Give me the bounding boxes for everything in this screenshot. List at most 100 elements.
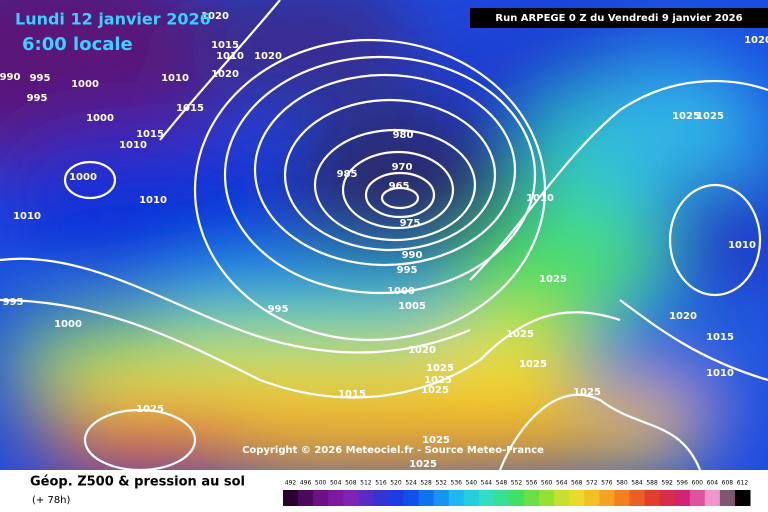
isobar: [223, 55, 537, 295]
colorbar: 492 496 500 504 508 512 516 520 524 528 532 536 540 5…: [283, 480, 751, 506]
isobar-label: 1015: [338, 389, 366, 400]
isobar-label: 1000: [387, 286, 415, 297]
colorbar-swatch: [539, 490, 555, 506]
colorbar-tick-label: 604: [707, 480, 719, 487]
isobar-label: 990: [0, 72, 20, 83]
colorbar-swatch: [463, 490, 480, 506]
isobar-label: 995: [30, 73, 51, 84]
isobar: [253, 73, 517, 267]
colorbar-tick-label: 608: [722, 480, 734, 487]
isobar-label: 1000: [86, 113, 114, 124]
colorbar-tick-label: 556: [526, 480, 538, 487]
isobar-label: 1025: [426, 363, 454, 374]
valid-time: 6:00 locale: [22, 34, 133, 55]
isobar-label: 1015: [706, 332, 734, 343]
colorbar-swatch: [298, 490, 314, 506]
isobar: [469, 79, 768, 281]
isobar-label: 1010: [119, 140, 147, 151]
isobar-label: 1010: [139, 195, 167, 206]
colorbar-tick-label: 592: [661, 480, 673, 487]
isobar: [619, 299, 768, 382]
colorbar-tick-label: 536: [451, 480, 463, 487]
isobar-label: 990: [402, 250, 423, 261]
colorbar-swatch: [524, 490, 540, 506]
isobar-label: 970: [392, 162, 413, 173]
colorbar-swatch: [644, 490, 661, 506]
isobar-label: 965: [389, 181, 410, 192]
colorbar-swatch: [313, 490, 329, 506]
isobar-label: 1010: [13, 211, 41, 222]
isobar: [498, 393, 702, 470]
colorbar-tick-label: 576: [601, 480, 613, 487]
colorbar-swatch: [599, 490, 615, 506]
colorbar-swatch: [403, 490, 420, 506]
colorbar-swatch: [629, 490, 646, 506]
colorbar-swatch: [569, 490, 585, 506]
colorbar-swatch: [328, 490, 344, 506]
copyright: Copyright © 2026 Meteociel.fr - Source M…: [242, 445, 544, 456]
colorbar-tick-label: 596: [676, 480, 688, 487]
colorbar-swatch: [584, 490, 600, 506]
isobar-label: 1025: [421, 385, 449, 396]
colorbar-tick-label: 504: [330, 480, 342, 487]
isobar-label: 1000: [54, 319, 82, 330]
isobar-labels: 1000 995 990 995 1015 1010 1000 1000 1010 1010 101…: [0, 11, 768, 470]
colorbar-tick-label: 600: [692, 480, 704, 487]
isobar-label: 1010: [526, 193, 554, 204]
isobar: [63, 160, 117, 200]
colorbar-tick-label: 588: [646, 480, 658, 487]
colorbar-tick-label: 532: [435, 480, 447, 487]
colorbar-swatch: [388, 490, 405, 506]
colorbar-swatch: [704, 490, 721, 506]
colorbar-tick-label: 580: [616, 480, 628, 487]
colorbar-tick-label: 568: [571, 480, 583, 487]
colorbar-tick-label: 496: [300, 480, 312, 487]
colorbar-tick-label: 516: [375, 480, 387, 487]
isobar: [159, 0, 281, 141]
isobar: [668, 183, 762, 297]
isobar-label: 1020: [254, 51, 282, 62]
isobar-label: 1000: [69, 172, 97, 183]
isobar-label: 1025: [696, 111, 724, 122]
isobar: [341, 150, 455, 230]
colorbar-tick-label: 508: [345, 480, 357, 487]
colorbar-swatch: [418, 490, 435, 506]
colorbar-swatch: [478, 490, 495, 506]
isobar-label: 1020: [669, 311, 697, 322]
colorbar-tick-label: 520: [390, 480, 402, 487]
isobar-label: 1025: [409, 459, 437, 470]
isobar-label: 1020: [744, 35, 768, 46]
isobar-label: 1025: [573, 387, 601, 398]
colorbar-tick-label: 548: [496, 480, 508, 487]
isobar-label: 1010: [728, 240, 756, 251]
colorbar-tick-label: 572: [586, 480, 598, 487]
isobar-label: 1025: [136, 404, 164, 415]
isobar-label: 1000: [71, 79, 99, 90]
colorbar-swatch: [554, 490, 570, 506]
isobar-label: 1010: [161, 73, 189, 84]
colorbar-tick-label: 584: [631, 480, 643, 487]
colorbar-swatch: [734, 490, 751, 506]
isobar: [283, 98, 497, 252]
isobar-label: 1015: [176, 103, 204, 114]
isobar-label: 1025: [539, 274, 567, 285]
colorbar-swatch: [373, 490, 389, 506]
isobar-label: 985: [337, 169, 358, 180]
isobar: [0, 298, 621, 399]
isobar-label: 995: [397, 265, 418, 276]
colorbar-tick-label: 552: [511, 480, 523, 487]
geopotential-field: [0, 0, 768, 470]
run-info: Run ARPEGE 0 Z du Vendredi 9 janvier 202…: [495, 13, 742, 24]
isobar: [313, 128, 477, 242]
colorbar-tick-label: 564: [556, 480, 568, 487]
valid-date: Lundi 12 janvier 2026: [15, 10, 211, 29]
run-banner: [470, 8, 768, 28]
colorbar-tick-label: 492: [285, 480, 297, 487]
isobar-label: 1015: [211, 40, 239, 51]
colorbar-swatch: [493, 490, 510, 506]
colorbar-swatch: [659, 490, 676, 506]
isobar-label: 1020: [211, 69, 239, 80]
isobar: [380, 186, 420, 210]
isobar-label: 1025: [672, 111, 700, 122]
